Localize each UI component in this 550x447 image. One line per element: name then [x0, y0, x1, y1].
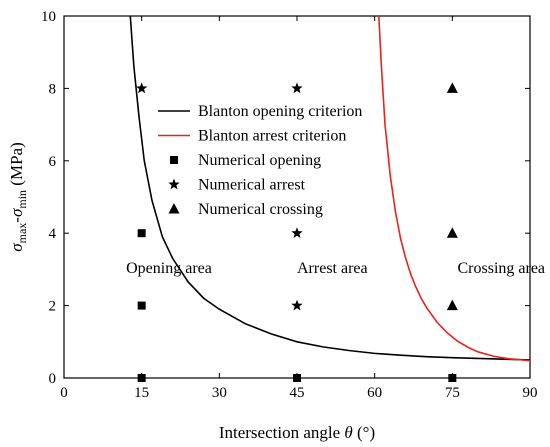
legend-swatch-3 — [168, 178, 180, 190]
point-triangle-0 — [446, 82, 458, 93]
ticks: 0 15 30 45 60 75 90 0 2 4 6 8 10 — [41, 9, 538, 401]
annotation-0: Opening area — [126, 260, 212, 277]
series-line-1 — [378, 15, 531, 362]
x-tick-label-5: 75 — [445, 385, 460, 401]
point-star-2 — [291, 227, 303, 239]
x-tick-label-1: 15 — [134, 385, 149, 401]
point-star-3 — [291, 299, 303, 311]
annotations: Opening area Arrest area Crossing area — [126, 260, 545, 277]
y-tick-label-3: 6 — [49, 154, 57, 170]
x-axis-label: Intersection angle θ (°) — [219, 423, 375, 442]
legend-swatch-2 — [170, 156, 178, 164]
x-tick-label-3: 45 — [290, 385, 305, 401]
x-tick-label-2: 30 — [212, 385, 227, 401]
y-axis-label: σmax-σmin (MPa) — [7, 142, 29, 252]
plot-area: 0 15 30 45 60 75 90 0 2 4 6 8 10 Opening area Arrest … — [41, 9, 545, 401]
y-tick-label-5: 10 — [41, 9, 56, 25]
legend: Blanton opening criterion Blanton arrest … — [158, 103, 362, 218]
legend-label-3: Numerical arrest — [198, 177, 306, 194]
x-tick-label-0: 0 — [60, 385, 68, 401]
point-square-1 — [137, 301, 146, 310]
legend-label-0: Blanton opening criterion — [198, 103, 362, 120]
y-tick-label-4: 8 — [49, 81, 57, 97]
y-tick-label-1: 2 — [49, 299, 57, 315]
annotation-1: Arrest area — [297, 260, 368, 277]
point-star-0 — [135, 82, 148, 94]
legend-label-4: Numerical crossing — [198, 201, 323, 218]
annotation-2: Crossing area — [458, 260, 546, 277]
point-triangle-1 — [446, 227, 458, 238]
legend-label-1: Blanton arrest criterion — [198, 128, 346, 145]
series-line-0 — [129, 15, 531, 361]
point-square-0 — [137, 229, 146, 238]
point-triangle-2 — [446, 299, 458, 311]
curves — [129, 15, 531, 362]
legend-swatch-4 — [168, 203, 180, 214]
x-tick-label-6: 90 — [523, 385, 538, 401]
y-tick-label-2: 4 — [49, 226, 57, 242]
point-star-1 — [291, 82, 303, 94]
x-tick-label-4: 60 — [367, 385, 382, 401]
y-tick-label-0: 0 — [49, 371, 57, 387]
legend-label-2: Numerical opening — [198, 152, 321, 169]
